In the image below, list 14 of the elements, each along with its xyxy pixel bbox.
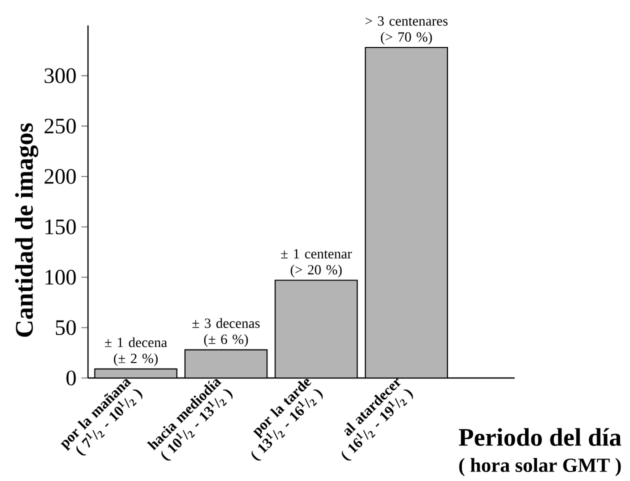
y-tick-label: 300	[44, 68, 76, 84]
y-tick-label: 250	[44, 118, 76, 134]
annotation: ± 1 decena (± 2 %)	[104, 337, 168, 366]
y-tick-label: 100	[46, 270, 76, 285]
annotation: ± 1 centenar (> 20 %)	[281, 249, 352, 278]
y-tick-label: 200	[44, 169, 76, 184]
x-axis-title: Periodo del día	[458, 428, 622, 446]
annotation: > 3 centenares (> 70 %)	[365, 16, 448, 45]
y-tick-label: 0	[66, 370, 76, 386]
text: ( hora solar GMT )	[459, 458, 621, 476]
y-tick-label: 150	[46, 219, 76, 234]
annotation: ± 3 decenas (± 6 %)	[192, 318, 260, 347]
y-tick-label: 50	[56, 320, 76, 336]
y-axis-title: Cantidad de imagos	[15, 123, 38, 337]
